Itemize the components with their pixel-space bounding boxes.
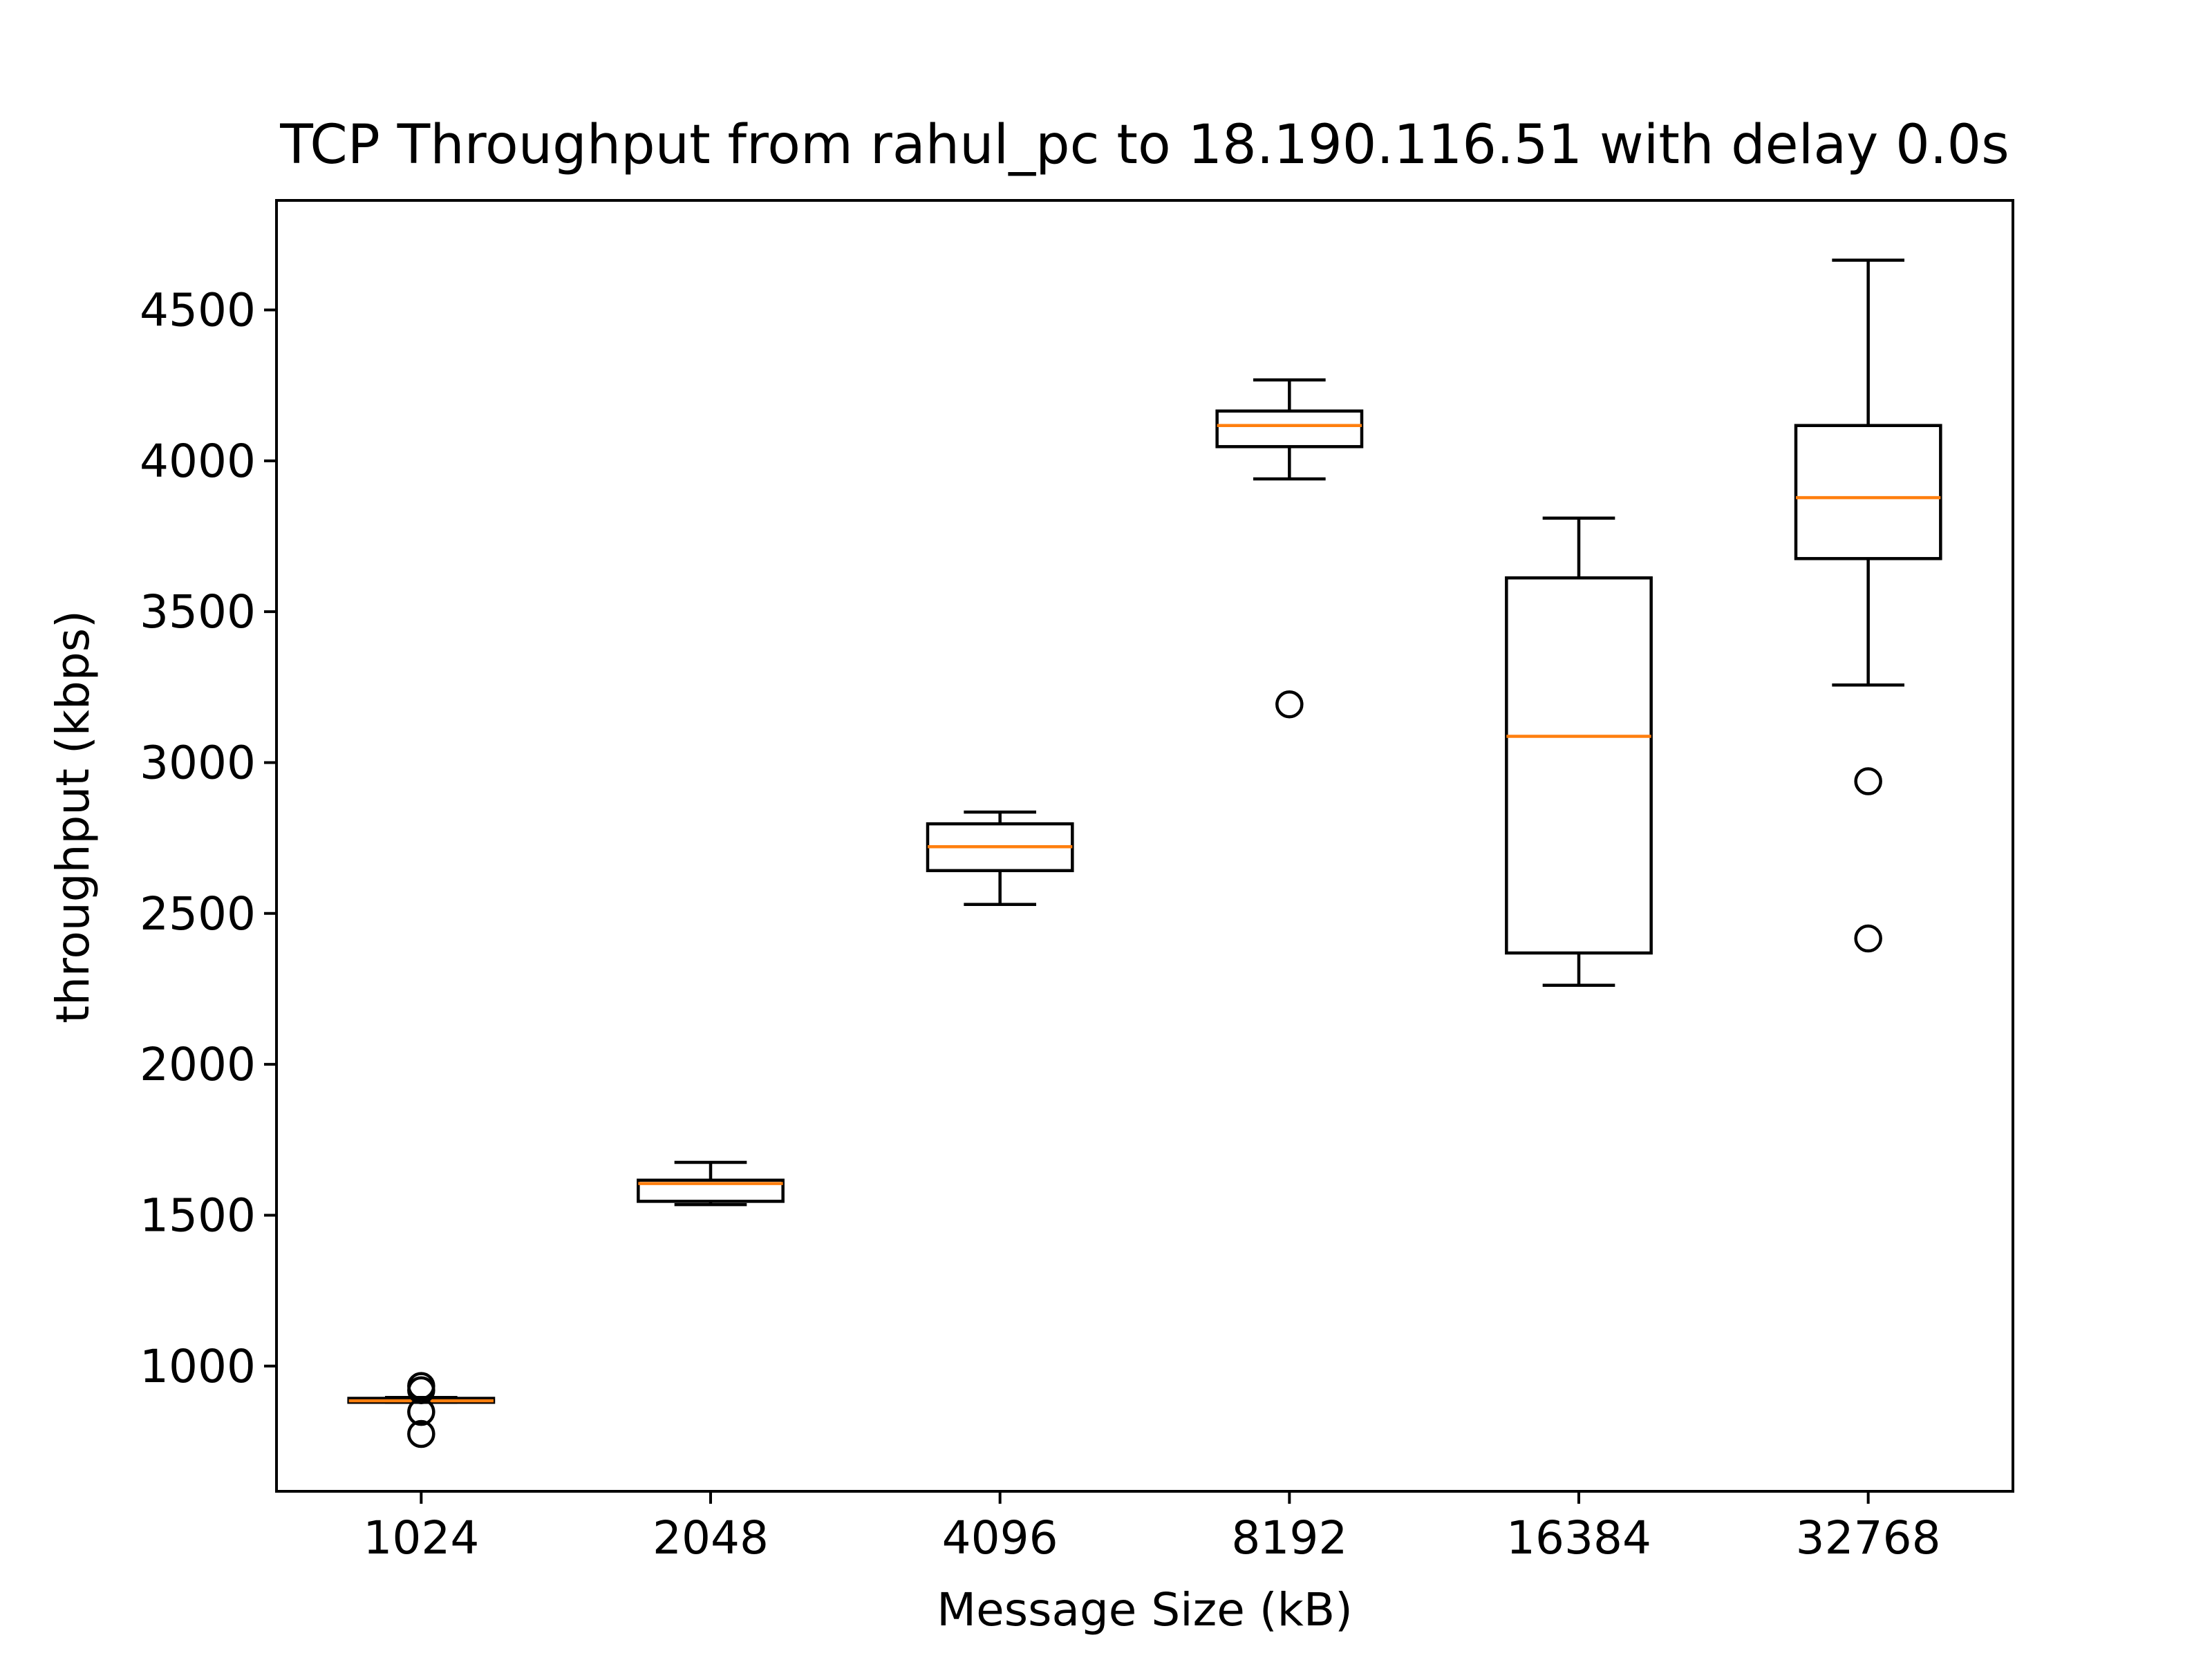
x-tick-label: 4096 (942, 1511, 1058, 1565)
y-tick-label: 3000 (140, 736, 256, 789)
outlier-point (1854, 767, 1882, 795)
y-tick-label: 3500 (140, 585, 256, 639)
box-8192 (1215, 409, 1364, 448)
chart-title: TCP Throughput from rahul_pc to 18.190.1… (279, 114, 2009, 176)
plot-area: 1000 1500 2000 2500 3000 3500 4000 4500 1024 2048… (140, 258, 1942, 1565)
x-tick-label: 1024 (363, 1511, 479, 1565)
y-tick-label: 1500 (140, 1189, 256, 1242)
axes-frame (275, 199, 2014, 1493)
outlier-point (407, 1372, 435, 1400)
outlier-point (1275, 690, 1304, 719)
x-axis-label: Message Size (kB) (937, 1583, 1353, 1636)
x-tick-label: 32768 (1796, 1511, 1941, 1565)
y-tick-label: 2500 (140, 887, 256, 941)
y-axis-label: throughput (kbps) (46, 610, 100, 1023)
x-tick-label: 8192 (1231, 1511, 1347, 1565)
y-tick-label: 4500 (140, 284, 256, 337)
outlier-point (407, 1419, 435, 1448)
box-2048 (637, 1178, 785, 1203)
y-tick-label: 1000 (140, 1340, 256, 1393)
x-tick-label: 16384 (1506, 1511, 1651, 1565)
y-tick-label: 2000 (140, 1038, 256, 1091)
box-16384 (1505, 576, 1653, 955)
x-tick-label: 2048 (653, 1511, 769, 1565)
y-tick-label: 4000 (140, 435, 256, 488)
outlier-point (1854, 924, 1882, 953)
box-32768 (1794, 424, 1942, 560)
